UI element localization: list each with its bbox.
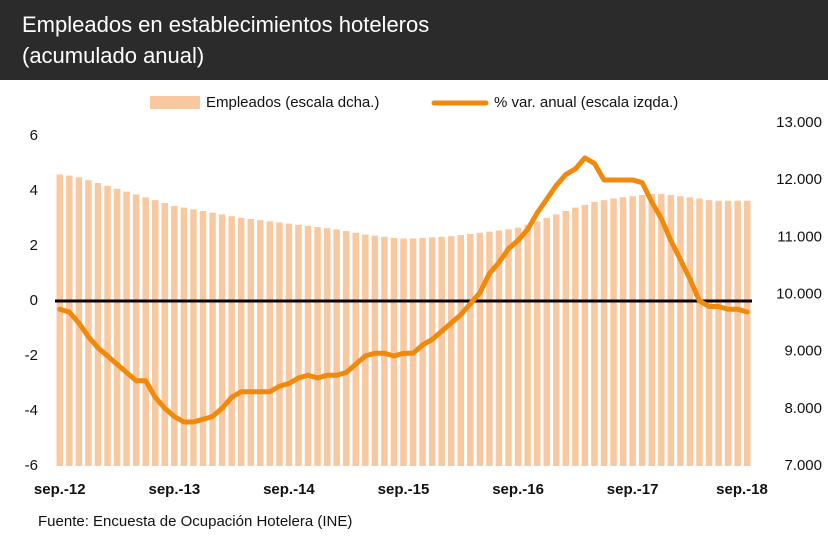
bar (113, 188, 121, 466)
bar (257, 220, 264, 466)
bar (180, 207, 188, 466)
y-tick-label: 6 (30, 127, 38, 144)
bar (199, 211, 207, 466)
x-tick-label: sep.-16 (492, 481, 544, 498)
bar (218, 214, 226, 466)
bar (104, 185, 111, 466)
y2-tick-label: 10.000 (776, 285, 822, 302)
bar (705, 200, 713, 467)
bar (543, 217, 550, 466)
bar (505, 229, 512, 466)
y2-tick-label: 8.000 (784, 400, 822, 417)
y-tick-label: -4 (25, 402, 38, 419)
bar (362, 234, 369, 466)
bar (591, 201, 598, 466)
bar (228, 216, 235, 466)
bar (333, 229, 340, 466)
bar (743, 200, 751, 466)
bar (419, 237, 426, 466)
bar (447, 236, 455, 466)
bar (658, 193, 665, 467)
bar (66, 175, 73, 467)
y-tick-label: 2 (30, 237, 38, 254)
bar (629, 196, 636, 466)
bar (553, 214, 560, 466)
bar (247, 219, 254, 466)
bar (638, 195, 646, 466)
bar (142, 197, 149, 467)
x-tick-label: sep.-17 (607, 481, 659, 498)
y-tick-label: 4 (30, 182, 38, 199)
y2-tick-label: 13.000 (776, 114, 822, 131)
bar (314, 227, 321, 466)
bar (486, 231, 493, 466)
bar (600, 200, 608, 467)
bar (734, 200, 741, 466)
bar (171, 205, 178, 466)
bar (237, 217, 245, 466)
bar (696, 198, 703, 466)
x-tick-label: sep.-15 (378, 481, 430, 498)
bar (715, 200, 722, 466)
bar (285, 223, 293, 466)
bar (572, 207, 579, 466)
x-tick-label: sep.-13 (148, 481, 200, 498)
x-tick-label: sep.-14 (263, 481, 315, 498)
bar (352, 232, 360, 466)
bar (56, 174, 64, 466)
bar (562, 211, 570, 466)
bar (428, 237, 436, 466)
y2-tick-label: 9.000 (784, 343, 822, 360)
y-tick-label: 0 (30, 292, 38, 309)
bar (648, 193, 655, 467)
bar (94, 183, 102, 466)
legend-label: Empleados (escala dcha.) (206, 94, 379, 111)
bar (610, 198, 617, 466)
legend-label: % var. anual (escala izqda.) (494, 94, 678, 111)
bar (161, 203, 169, 467)
bar (266, 221, 274, 466)
chart-title: Empleados en establecimientos hoteleros (22, 12, 429, 37)
y-tick-label: -2 (25, 347, 38, 364)
bar (304, 225, 312, 466)
y2-tick-label: 7.000 (784, 457, 822, 474)
y-tick-label: -6 (25, 457, 38, 474)
bar (152, 200, 159, 467)
x-tick-label: sep.-12 (34, 481, 86, 498)
bar (533, 221, 541, 466)
bar (476, 232, 484, 466)
bar (295, 224, 302, 466)
bar (677, 196, 684, 466)
bar (495, 230, 503, 466)
bar (667, 195, 675, 466)
bar (323, 228, 331, 466)
bar (467, 233, 474, 466)
bar (190, 209, 197, 467)
bar (342, 231, 350, 466)
bar (457, 235, 465, 466)
bar (438, 236, 445, 466)
bar (123, 191, 130, 466)
source: Fuente: Encuesta de Ocupación Hotelera (… (38, 513, 352, 530)
bar (209, 212, 216, 466)
header-band (0, 0, 828, 80)
bar (724, 200, 732, 466)
bar (390, 237, 398, 466)
line (57, 155, 750, 425)
y2-tick-label: 12.000 (776, 171, 822, 188)
bar (514, 227, 522, 466)
bar (524, 224, 531, 466)
x-tick-label: sep.-18 (716, 481, 768, 498)
chart-subtitle: (acumulado anual) (22, 43, 204, 68)
bar (276, 222, 283, 466)
bar (686, 197, 694, 467)
bar (619, 197, 627, 467)
y2-tick-label: 11.000 (777, 228, 822, 245)
bar (581, 204, 589, 466)
bar (132, 194, 140, 467)
legend-swatch (150, 96, 200, 109)
bar (85, 180, 92, 466)
